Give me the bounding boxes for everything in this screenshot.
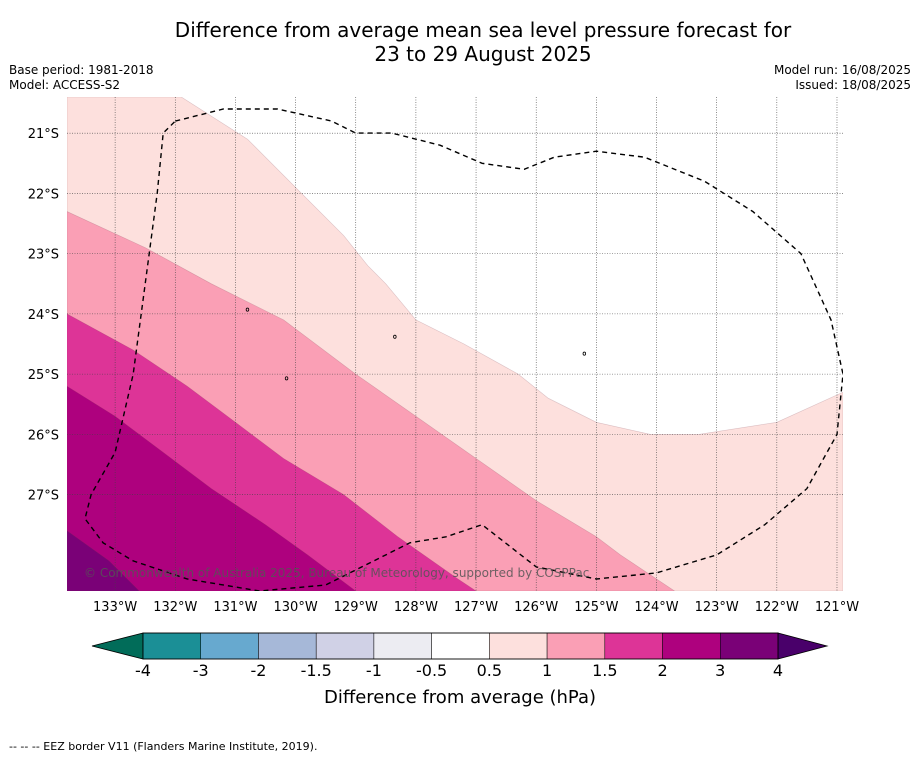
contour-fill-3-4 <box>67 530 140 591</box>
colorbar-tick-label: -4 <box>135 661 151 680</box>
island-mark <box>284 376 289 381</box>
x-tick-label: 125°W <box>574 600 618 615</box>
x-tick-label: 126°W <box>514 600 558 615</box>
x-tick-label: 128°W <box>394 600 438 615</box>
x-tick-label: 123°W <box>695 600 739 615</box>
x-tick-label: 131°W <box>213 600 257 615</box>
island-mark <box>245 307 250 312</box>
colorbar-segment <box>604 632 663 660</box>
model-name: Model: ACCESS-S2 <box>9 78 121 92</box>
colorbar-segment <box>142 632 201 660</box>
x-tick-label: 133°W <box>93 600 137 615</box>
colorbar-segment <box>373 632 432 660</box>
colorbar-tick-label: 0.5 <box>477 661 502 680</box>
colorbar-segment <box>546 632 606 660</box>
y-tick-label: 27°S <box>28 489 59 504</box>
colorbar-segment <box>200 632 259 660</box>
y-tick-label: 23°S <box>28 248 59 263</box>
colorbar-extend-high <box>777 632 829 660</box>
y-tick-label: 21°S <box>28 127 59 142</box>
colorbar-tick-label: 2 <box>657 661 667 680</box>
y-tick-label: 24°S <box>28 308 59 323</box>
base-period: Base period: 1981-2018 <box>9 63 154 77</box>
chart-title-line1: Difference from average mean sea level p… <box>174 18 792 42</box>
footnote: -- -- -- EEZ border V11 (Flanders Marine… <box>9 740 318 753</box>
colorbar-segment <box>431 632 490 660</box>
colorbar-extend-low <box>91 632 144 660</box>
gridlines <box>67 97 843 591</box>
colorbar-segment <box>315 632 375 660</box>
x-tick-label: 127°W <box>454 600 498 615</box>
chart-title: Difference from average mean sea level p… <box>0 18 919 66</box>
x-tick-label: 124°W <box>634 600 678 615</box>
colorbar-frame <box>142 632 779 660</box>
colorbar-tick-label: -0.5 <box>416 661 447 680</box>
colorbar-tick-label: 1 <box>542 661 552 680</box>
chart-title-line2: 23 to 29 August 2025 <box>374 42 592 66</box>
map-area <box>67 97 843 591</box>
contour-fill-2-3 <box>67 385 357 591</box>
island-mark <box>582 351 587 356</box>
colorbar-segment <box>662 632 721 660</box>
copyright-text: © Commonwealth of Australia 2025, Bureau… <box>84 566 589 580</box>
island-mark <box>393 334 397 339</box>
model-run: Model run: 16/08/2025 <box>773 63 911 77</box>
x-tick-label: 130°W <box>274 600 318 615</box>
colorbar-label: Difference from average (hPa) <box>324 687 596 708</box>
colorbar-tick-label: 4 <box>773 661 783 680</box>
x-tick-label: 121°W <box>815 600 859 615</box>
colorbar-tick-label: 3 <box>715 661 725 680</box>
colorbar-tick-label: -1 <box>366 661 382 680</box>
issued-date: Issued: 18/08/2025 <box>795 78 911 92</box>
axes: 133°W 132°W 131°W 130°W 129°W 128°W 127°W 126°W… <box>28 127 860 615</box>
y-tick-label: 22°S <box>28 187 59 202</box>
y-tick-label: 25°S <box>28 368 59 383</box>
colorbar: -4 -3 -2 -1.5 -1 -0.5 0.5 1 1.5 2 3 4 <box>91 632 829 680</box>
colorbar-tick-label: -2 <box>250 661 266 680</box>
colorbar-tick-label: -3 <box>193 661 209 680</box>
colorbar-tick-label: -1.5 <box>301 661 332 680</box>
x-tick-label: 129°W <box>334 600 378 615</box>
y-tick-label: 26°S <box>28 428 59 443</box>
meta-right: Model run: 16/08/2025 Issued: 18/08/2025 <box>774 63 911 93</box>
colorbar-segment <box>720 632 779 660</box>
colorbar-tick-label: 1.5 <box>592 661 617 680</box>
colorbar-segment <box>258 632 317 660</box>
meta-left: Base period: 1981-2018 Model: ACCESS-S2 <box>9 63 154 93</box>
colorbar-segment <box>489 632 548 660</box>
x-tick-label: 122°W <box>755 600 799 615</box>
x-tick-label: 132°W <box>153 600 197 615</box>
